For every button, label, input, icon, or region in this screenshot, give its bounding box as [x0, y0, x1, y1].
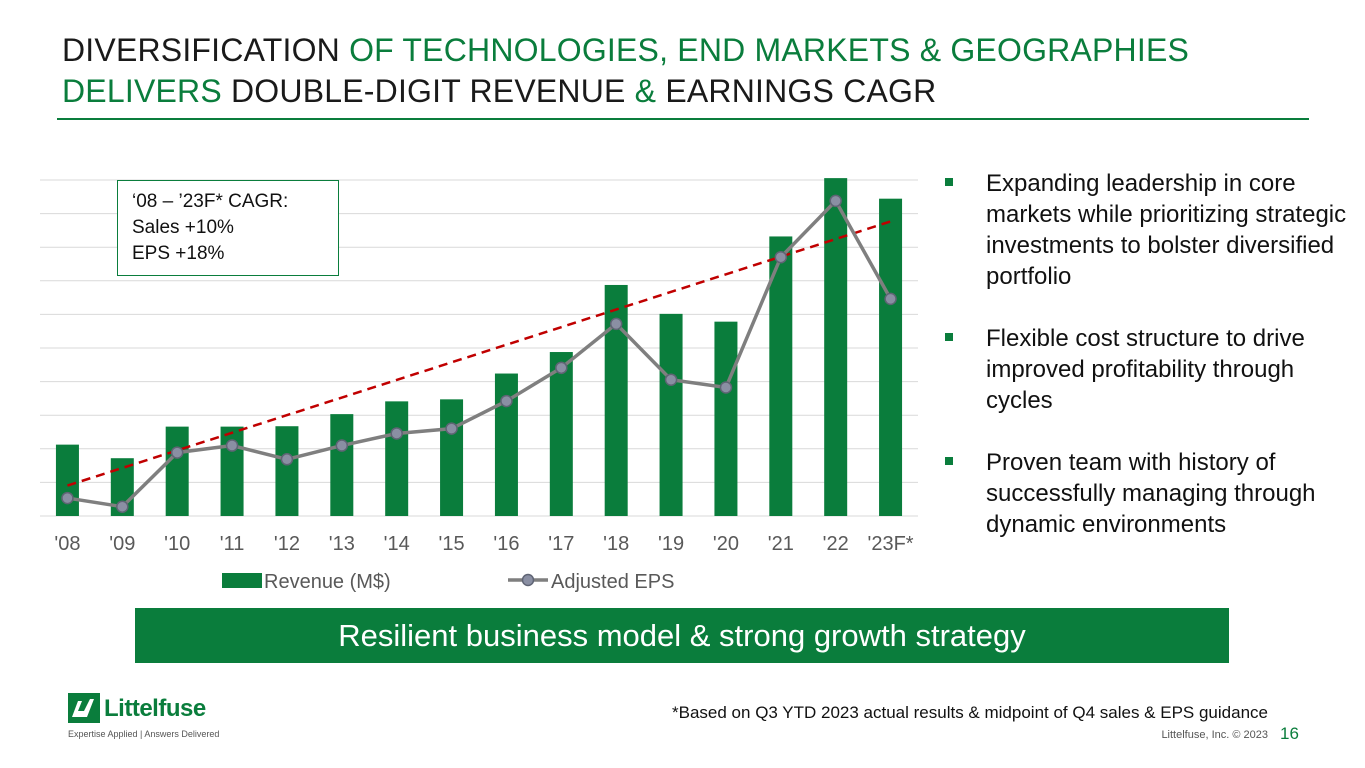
x-tick-label: '21	[768, 533, 794, 555]
trendline	[67, 220, 891, 487]
revenue-bar	[440, 399, 464, 516]
revenue-bars	[55, 178, 903, 517]
revenue-bar	[604, 284, 628, 516]
footnote: *Based on Q3 YTD 2023 actual results & m…	[672, 703, 1268, 722]
eps-point	[61, 491, 74, 505]
bullet-text: Flexible cost structure to drive improve…	[986, 325, 1305, 414]
title-part-4: DOUBLE-DIGIT REVENUE	[230, 73, 635, 109]
bullet-square-icon	[945, 457, 953, 465]
revenue-trendline	[67, 220, 891, 487]
eps-point	[774, 250, 788, 264]
copyright: Littelfuse, Inc. © 2023	[1161, 729, 1268, 741]
eps-point	[884, 292, 897, 306]
eps-point	[829, 194, 842, 208]
eps-point	[280, 453, 294, 466]
legend-eps-marker	[521, 573, 535, 587]
legend-eps-label: Adjusted EPS	[551, 571, 674, 593]
x-tick-label: '10	[164, 533, 190, 555]
eps-point	[500, 394, 513, 408]
title-part-3: DELIVERS	[62, 73, 231, 109]
revenue-bar	[220, 426, 244, 516]
title-divider	[57, 118, 1309, 120]
x-tick-label: '08	[54, 533, 80, 555]
revenue-bar	[824, 178, 848, 516]
x-tick-label: '11	[220, 533, 245, 555]
x-tick-label: '23F*	[868, 533, 914, 555]
eps-point	[170, 446, 184, 459]
x-tick-label: '20	[713, 533, 739, 555]
chart-legend: Revenue (M$) Adjusted EPS	[222, 571, 674, 593]
cagr-callout-box: ‘08 – ’23F* CAGR: Sales +10% EPS +18%	[117, 180, 339, 276]
x-tick-label: '18	[603, 533, 629, 555]
x-tick-label: '15	[439, 533, 465, 555]
legend-revenue-label: Revenue (M$)	[264, 571, 391, 593]
cagr-sales: Sales +10%	[132, 217, 234, 238]
eps-point	[335, 439, 349, 452]
x-tick-label: '12	[274, 533, 300, 555]
title-part-6: EARNINGS CAGR	[665, 73, 937, 109]
cagr-heading: ‘08 – ’23F* CAGR:	[132, 191, 289, 212]
eps-line	[61, 194, 897, 513]
logo-tagline: Expertise Applied | Answers Delivered	[68, 729, 220, 739]
x-tick-label: '22	[823, 533, 849, 555]
revenue-bar	[55, 444, 79, 516]
strategy-banner: Resilient business model & strong growth…	[135, 608, 1229, 663]
bullet-square-icon	[945, 178, 953, 186]
eps-point	[116, 500, 129, 513]
x-tick-label: '14	[384, 533, 410, 555]
revenue-bar	[549, 352, 573, 516]
bullet-square-icon	[945, 333, 953, 341]
eps-point	[225, 439, 239, 452]
eps-point	[664, 373, 678, 386]
eps-point	[719, 381, 733, 394]
revenue-bar	[714, 321, 738, 516]
x-tick-label: '13	[329, 533, 355, 555]
revenue-bar	[165, 426, 189, 516]
revenue-bar	[659, 313, 683, 516]
cagr-eps: EPS +18%	[132, 243, 225, 264]
x-tick-label: '09	[109, 533, 135, 555]
eps-point	[445, 422, 458, 435]
revenue-bar	[275, 426, 299, 516]
revenue-bar	[385, 401, 409, 516]
eps-point	[609, 317, 623, 331]
revenue-bar	[769, 236, 793, 516]
bullet-text: Proven team with history of successfully…	[986, 449, 1316, 538]
bullet-item: Expanding leadership in core markets whi…	[942, 168, 1352, 292]
bullet-item: Flexible cost structure to drive improve…	[942, 323, 1352, 416]
logo-wordmark: Littelfuse	[104, 695, 206, 722]
slide-title: DIVERSIFICATION OF TECHNOLOGIES, END MAR…	[62, 30, 1322, 112]
x-tick-label: '17	[548, 533, 574, 555]
revenue-bar	[879, 198, 903, 517]
revenue-bar	[330, 414, 354, 516]
x-tick-label: '19	[658, 533, 684, 555]
title-part-5: &	[634, 73, 666, 109]
bullet-text: Expanding leadership in core markets whi…	[986, 170, 1347, 290]
eps-point	[555, 361, 568, 375]
eps-point	[390, 427, 403, 440]
x-axis-ticks: '08 '09 '10 '11 '12 '13 '14 '15 '16 '17 '18 '19 '20 '…	[54, 533, 913, 555]
littelfuse-logo-icon	[68, 693, 100, 723]
title-part-2: OF TECHNOLOGIES, END MARKETS & GEOGRAPHI…	[349, 32, 1190, 68]
title-part-1: DIVERSIFICATION	[62, 32, 350, 68]
page-number: 16	[1280, 724, 1299, 743]
x-tick-label: '16	[493, 533, 519, 555]
bullet-item: Proven team with history of successfully…	[942, 447, 1352, 540]
eps-series-line	[67, 197, 893, 509]
revenue-bar	[494, 373, 518, 516]
legend-revenue-swatch	[222, 573, 262, 588]
bullet-list: Expanding leadership in core markets whi…	[942, 168, 1352, 571]
